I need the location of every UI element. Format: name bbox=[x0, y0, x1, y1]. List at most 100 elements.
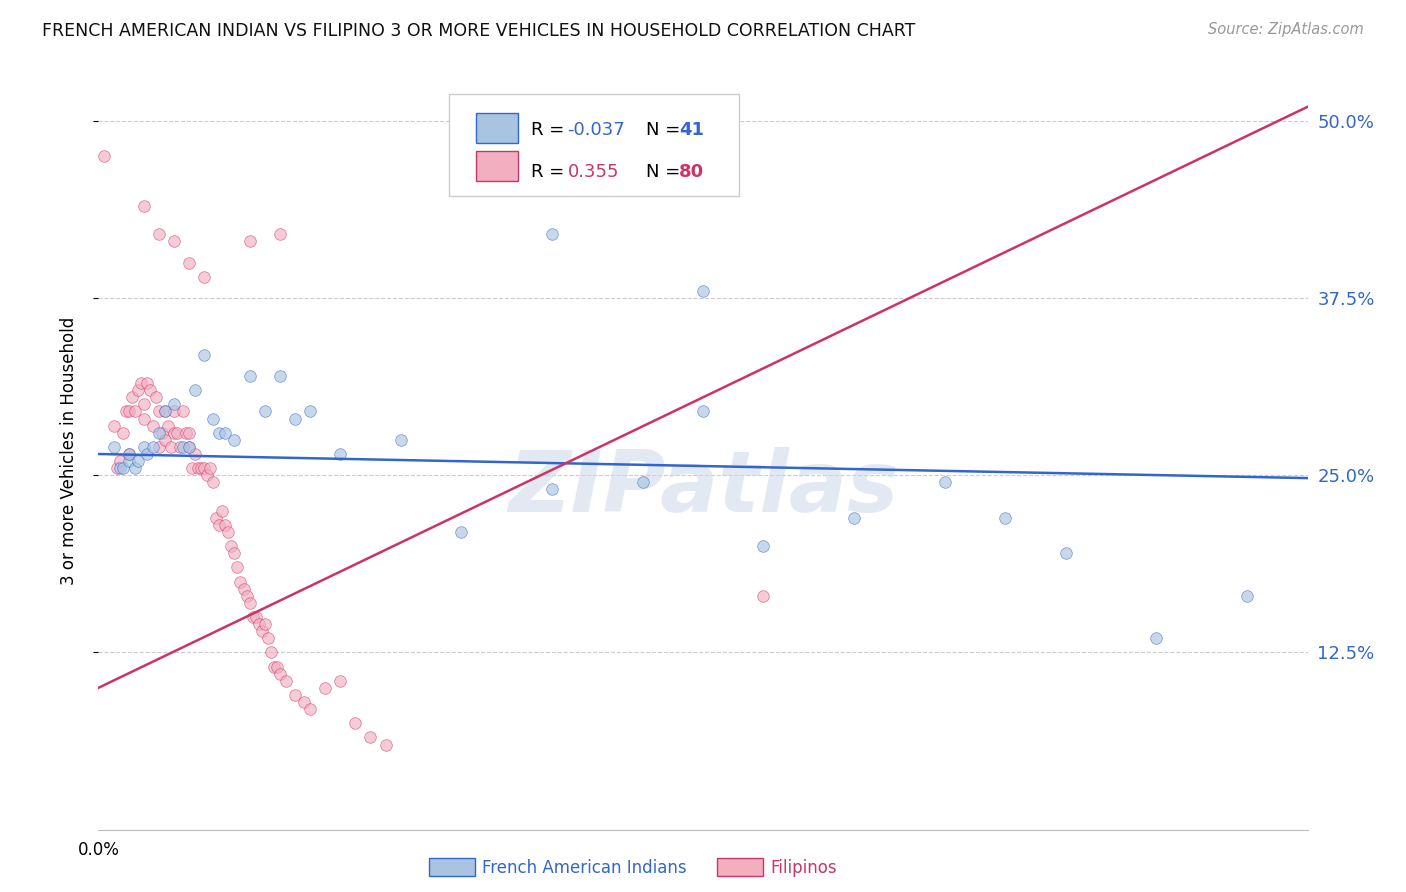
Point bbox=[184, 447, 207, 461]
Point bbox=[148, 425, 170, 440]
Point bbox=[156, 418, 179, 433]
Point bbox=[169, 440, 191, 454]
Point bbox=[132, 199, 155, 213]
Point bbox=[202, 475, 225, 490]
Point bbox=[329, 447, 352, 461]
Point bbox=[253, 404, 276, 418]
Point bbox=[163, 235, 186, 249]
Point bbox=[179, 440, 201, 454]
Text: N =: N = bbox=[647, 163, 686, 181]
Point bbox=[250, 624, 273, 639]
Text: FRENCH AMERICAN INDIAN VS FILIPINO 3 OR MORE VEHICLES IN HOUSEHOLD CORRELATION C: FRENCH AMERICAN INDIAN VS FILIPINO 3 OR … bbox=[42, 22, 915, 40]
Point bbox=[124, 404, 146, 418]
Point bbox=[127, 454, 149, 468]
Point bbox=[193, 348, 215, 362]
Point bbox=[148, 404, 170, 418]
Point bbox=[129, 376, 152, 391]
Point bbox=[269, 666, 291, 681]
Point bbox=[193, 461, 215, 475]
Text: N =: N = bbox=[647, 121, 686, 139]
Text: ZIPatlas: ZIPatlas bbox=[508, 447, 898, 530]
Point bbox=[752, 539, 775, 553]
Point bbox=[132, 440, 155, 454]
Point bbox=[229, 574, 252, 589]
Point bbox=[844, 510, 866, 524]
Point bbox=[314, 681, 336, 695]
Point bbox=[226, 560, 249, 574]
Point bbox=[145, 390, 167, 404]
Point bbox=[174, 425, 197, 440]
Point bbox=[1144, 632, 1167, 646]
Point bbox=[142, 418, 165, 433]
Point bbox=[111, 425, 134, 440]
Point bbox=[195, 468, 218, 483]
Point bbox=[105, 461, 128, 475]
Point bbox=[187, 461, 209, 475]
Point bbox=[242, 610, 264, 624]
Point bbox=[193, 269, 215, 284]
Point bbox=[103, 440, 125, 454]
Point bbox=[235, 589, 257, 603]
Point bbox=[934, 475, 956, 490]
Point bbox=[245, 610, 267, 624]
Point bbox=[142, 440, 165, 454]
FancyBboxPatch shape bbox=[449, 95, 740, 196]
Point bbox=[232, 582, 254, 596]
Point bbox=[202, 411, 225, 425]
Point bbox=[269, 369, 291, 384]
Point bbox=[374, 738, 396, 752]
FancyBboxPatch shape bbox=[475, 151, 517, 181]
Point bbox=[121, 390, 143, 404]
Point bbox=[132, 411, 155, 425]
Point bbox=[114, 404, 136, 418]
Point bbox=[752, 589, 775, 603]
Point bbox=[153, 404, 176, 418]
Point bbox=[200, 461, 222, 475]
Point bbox=[150, 425, 173, 440]
Point bbox=[217, 524, 239, 539]
Point bbox=[269, 227, 291, 242]
Point bbox=[127, 383, 149, 397]
Point bbox=[111, 461, 134, 475]
Point bbox=[172, 440, 194, 454]
Point bbox=[118, 404, 141, 418]
Point bbox=[260, 645, 283, 659]
Point bbox=[239, 596, 262, 610]
Point bbox=[239, 369, 262, 384]
Point bbox=[274, 673, 297, 688]
Point bbox=[284, 411, 307, 425]
Text: Source: ZipAtlas.com: Source: ZipAtlas.com bbox=[1208, 22, 1364, 37]
Point bbox=[292, 695, 315, 709]
Point bbox=[124, 461, 146, 475]
Text: 0.355: 0.355 bbox=[568, 163, 619, 181]
Point bbox=[181, 461, 204, 475]
Point bbox=[224, 433, 246, 447]
Point bbox=[153, 404, 176, 418]
Point bbox=[389, 433, 412, 447]
Point bbox=[540, 483, 562, 497]
Point bbox=[179, 255, 201, 269]
Point bbox=[163, 397, 186, 411]
Point bbox=[153, 433, 176, 447]
Point bbox=[266, 659, 288, 673]
Point bbox=[239, 235, 262, 249]
Text: -0.037: -0.037 bbox=[568, 121, 626, 139]
Point bbox=[166, 425, 188, 440]
Point bbox=[148, 227, 170, 242]
Point bbox=[256, 632, 278, 646]
Point bbox=[344, 716, 367, 731]
Point bbox=[221, 539, 243, 553]
Point bbox=[135, 376, 157, 391]
Point bbox=[179, 425, 201, 440]
Point bbox=[208, 517, 231, 532]
Point bbox=[211, 504, 233, 518]
Point bbox=[329, 673, 352, 688]
Point bbox=[103, 418, 125, 433]
Point bbox=[135, 447, 157, 461]
Point bbox=[160, 440, 183, 454]
Text: R =: R = bbox=[531, 163, 571, 181]
Point bbox=[1236, 589, 1258, 603]
Point bbox=[205, 510, 228, 524]
Point bbox=[299, 404, 322, 418]
Text: 41: 41 bbox=[679, 121, 704, 139]
